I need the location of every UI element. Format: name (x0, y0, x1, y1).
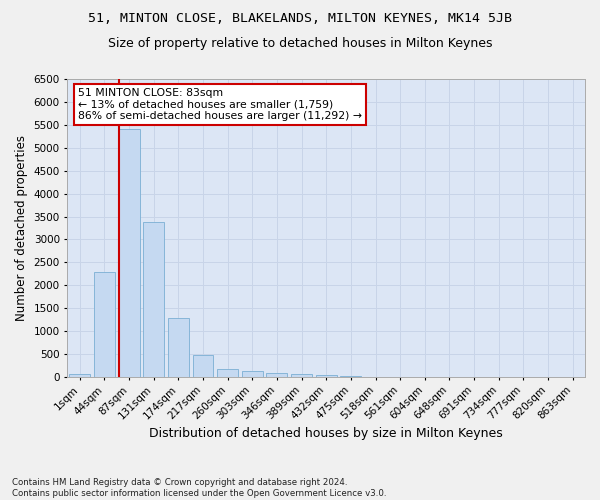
Text: 51 MINTON CLOSE: 83sqm
← 13% of detached houses are smaller (1,759)
86% of semi-: 51 MINTON CLOSE: 83sqm ← 13% of detached… (78, 88, 362, 121)
Text: Contains HM Land Registry data © Crown copyright and database right 2024.
Contai: Contains HM Land Registry data © Crown c… (12, 478, 386, 498)
Bar (69, 374, 90, 377)
Bar (266, 373, 287, 377)
Bar (168, 318, 189, 377)
Text: 51, MINTON CLOSE, BLAKELANDS, MILTON KEYNES, MK14 5JB: 51, MINTON CLOSE, BLAKELANDS, MILTON KEY… (88, 12, 512, 26)
Bar (242, 372, 263, 377)
Bar (143, 222, 164, 377)
Bar (217, 369, 238, 377)
Bar (119, 128, 140, 377)
X-axis label: Distribution of detached houses by size in Milton Keynes: Distribution of detached houses by size … (149, 427, 503, 440)
Bar (316, 376, 337, 377)
Bar (291, 374, 312, 377)
Text: Size of property relative to detached houses in Milton Keynes: Size of property relative to detached ho… (108, 38, 492, 51)
Bar (94, 272, 115, 377)
Y-axis label: Number of detached properties: Number of detached properties (15, 135, 28, 321)
Bar (193, 355, 214, 377)
